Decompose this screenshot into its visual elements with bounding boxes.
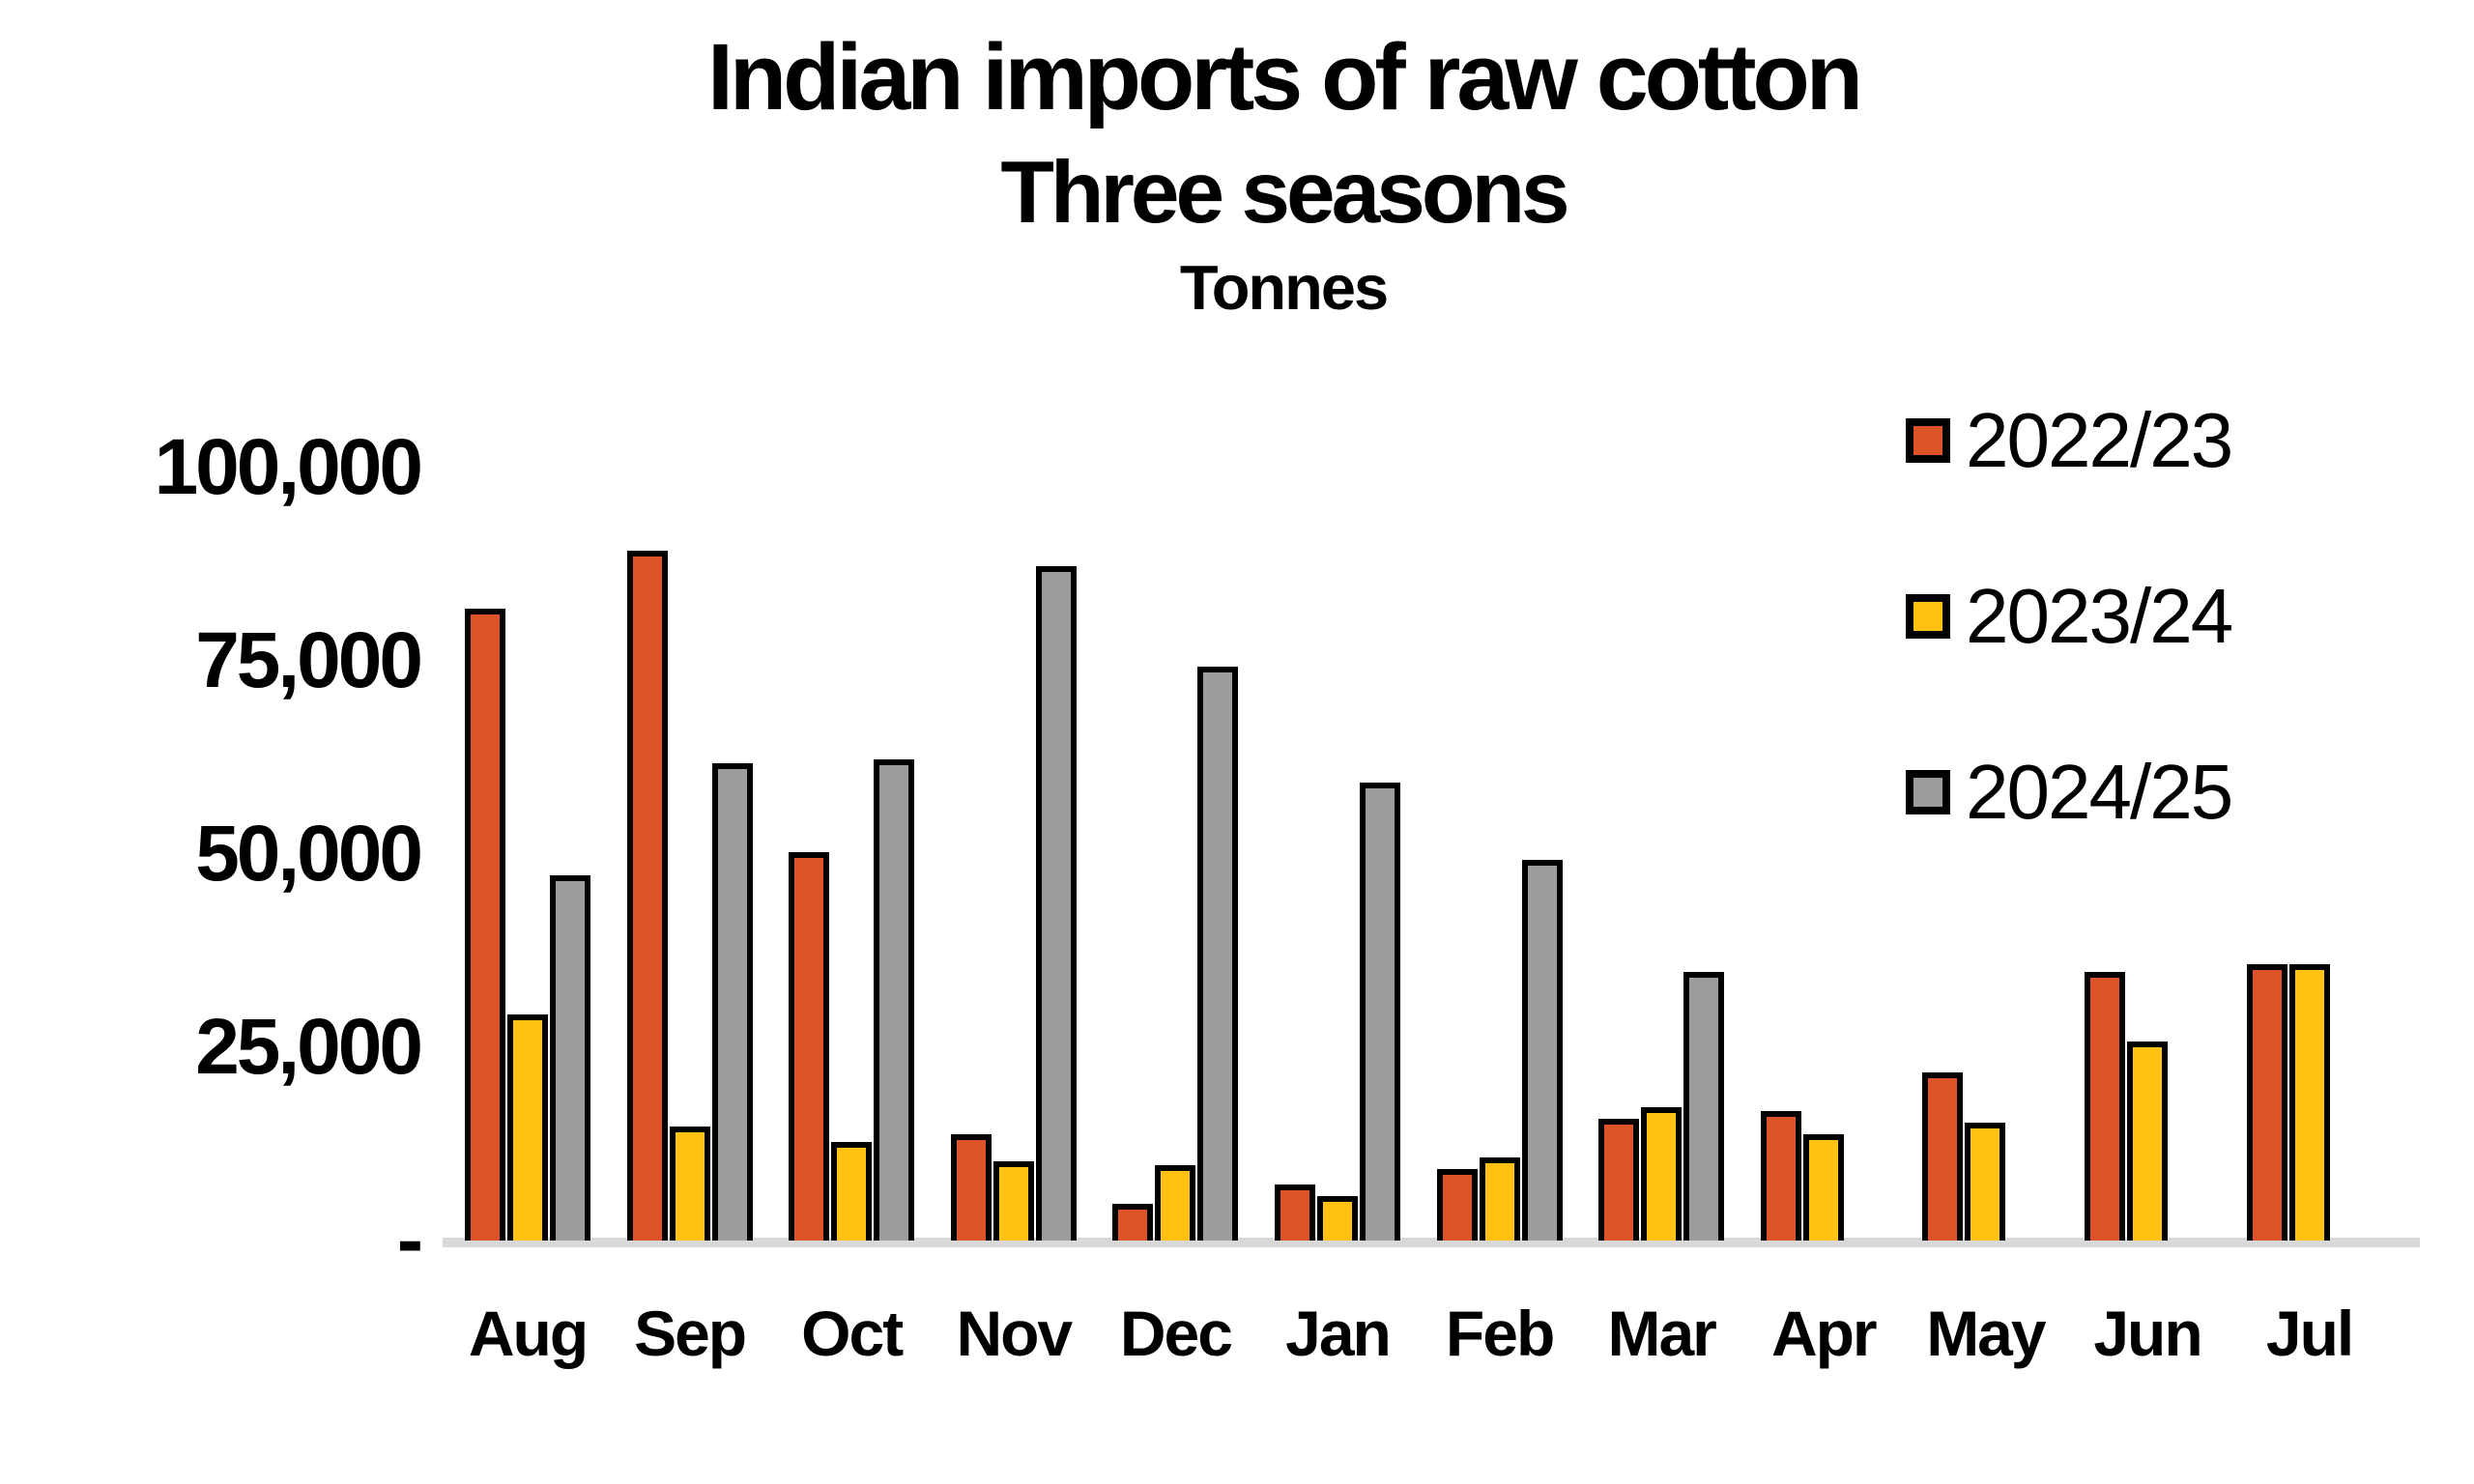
legend-item-2023-24: 2023/24 <box>1906 570 2233 663</box>
x-tick-label-aug: Aug <box>468 1298 589 1369</box>
title-block: Indian imports of raw cotton Three seaso… <box>93 24 2474 324</box>
bar-may-2022-23 <box>1922 1072 1964 1241</box>
bar-feb-2022-23 <box>1436 1169 1478 1241</box>
bar-nov-2022-23 <box>950 1134 992 1241</box>
y-tick-label: 75,000 <box>195 616 423 704</box>
legend-swatch-icon <box>1906 418 1950 463</box>
bar-mar-2024-25 <box>1683 972 1725 1241</box>
x-tick-label-jul: Jul <box>2265 1298 2354 1369</box>
x-tick-label-nov: Nov <box>956 1298 1073 1369</box>
chart-subtitle: Three seasons <box>1000 143 1569 242</box>
y-tick-label: - <box>396 1196 423 1284</box>
bar-may-2023-24 <box>1965 1123 2006 1241</box>
x-tick-label-may: May <box>1926 1298 2046 1369</box>
x-tick-label-jun: Jun <box>2093 1298 2202 1369</box>
legend-item-2022-23: 2022/23 <box>1906 394 2233 487</box>
bar-jun-2022-23 <box>2085 972 2125 1241</box>
chart-title: Indian imports of raw cotton <box>706 24 1863 129</box>
bar-feb-2024-25 <box>1521 860 1563 1241</box>
legend-swatch-icon <box>1906 594 1950 639</box>
x-tick-label-mar: Mar <box>1607 1298 1717 1369</box>
bar-dec-2022-23 <box>1112 1204 1154 1241</box>
bar-mar-2022-23 <box>1598 1119 1640 1241</box>
bar-oct-2024-25 <box>874 759 915 1241</box>
bar-jan-2022-23 <box>1275 1184 1315 1241</box>
bar-mar-2023-24 <box>1641 1107 1683 1241</box>
chart-units-label: Tonnes <box>1179 252 1389 324</box>
bar-feb-2023-24 <box>1479 1157 1520 1241</box>
y-tick-label: 100,000 <box>154 423 423 511</box>
bar-apr-2023-24 <box>1802 1134 1844 1241</box>
bar-jul-2023-24 <box>2288 964 2330 1241</box>
bar-oct-2022-23 <box>789 852 830 1241</box>
legend-item-2024-25: 2024/25 <box>1906 746 2233 839</box>
bar-aug-2023-24 <box>507 1014 548 1241</box>
x-tick-label-jan: Jan <box>1285 1298 1392 1369</box>
x-tick-label-oct: Oct <box>801 1298 904 1369</box>
legend-label: 2024/25 <box>1966 749 2233 835</box>
x-tick-label-apr: Apr <box>1770 1298 1878 1369</box>
bar-jan-2023-24 <box>1317 1196 1358 1241</box>
bar-dec-2024-25 <box>1197 667 1239 1241</box>
bar-nov-2023-24 <box>992 1161 1034 1241</box>
bar-oct-2023-24 <box>831 1142 873 1241</box>
bar-sep-2024-25 <box>711 763 753 1241</box>
x-axis-line <box>443 1238 2420 1247</box>
x-tick-label-dec: Dec <box>1119 1298 1233 1369</box>
bar-aug-2024-25 <box>550 875 590 1241</box>
bar-dec-2023-24 <box>1155 1165 1196 1241</box>
bar-jul-2022-23 <box>2246 964 2287 1241</box>
y-tick-label: 50,000 <box>195 810 423 898</box>
bar-nov-2024-25 <box>1035 566 1077 1241</box>
legend-label: 2023/24 <box>1966 573 2233 659</box>
bar-apr-2022-23 <box>1760 1111 1801 1241</box>
bar-sep-2022-23 <box>626 551 668 1241</box>
x-tick-label-feb: Feb <box>1445 1298 1555 1369</box>
y-tick-label: 25,000 <box>195 1003 423 1091</box>
legend-swatch-icon <box>1906 770 1950 814</box>
legend-label: 2022/23 <box>1966 397 2233 483</box>
bar-aug-2022-23 <box>465 609 505 1241</box>
bar-sep-2023-24 <box>669 1127 710 1241</box>
bar-jun-2023-24 <box>2127 1042 2168 1241</box>
x-tick-label-sep: Sep <box>634 1298 747 1369</box>
bar-jan-2024-25 <box>1360 783 1400 1241</box>
